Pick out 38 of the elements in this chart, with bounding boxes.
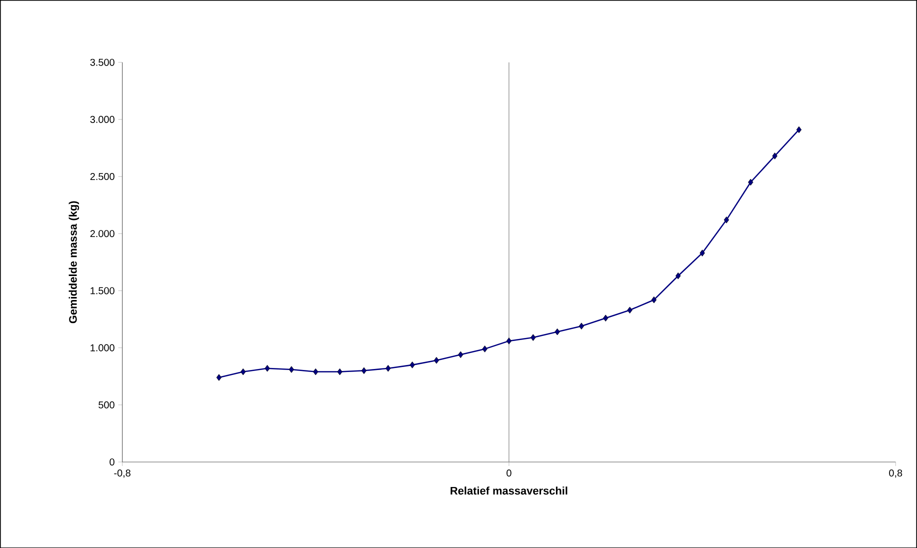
x-axis-title: Relatief massaverschil: [450, 486, 568, 494]
point: [796, 126, 802, 133]
point: [651, 296, 657, 304]
x-tick-label: 0,8: [889, 469, 902, 478]
point: [724, 216, 730, 224]
x-tick-label: 0: [506, 469, 512, 476]
point: [240, 368, 246, 376]
point: [434, 356, 440, 364]
point: [603, 314, 608, 322]
point: [216, 374, 222, 381]
point: [578, 322, 584, 330]
point: [264, 364, 270, 372]
point: [386, 364, 391, 372]
y-tick-label: 2.000: [90, 230, 114, 237]
y-tick-label: 3.500: [90, 58, 114, 66]
point: [337, 368, 342, 376]
y-tick-label: 1.500: [90, 287, 114, 294]
point: [554, 328, 560, 336]
point: [506, 337, 512, 344]
point: [313, 368, 318, 376]
point: [410, 361, 415, 368]
point: [482, 345, 488, 352]
y-tick-label: 1.000: [90, 344, 114, 352]
y-tick-label: 500: [98, 401, 114, 408]
point: [700, 249, 705, 256]
point: [530, 334, 536, 341]
point: [748, 178, 754, 186]
point: [772, 152, 778, 160]
point: [676, 272, 681, 280]
point: [627, 306, 632, 314]
point: [458, 351, 464, 358]
y-tick-label: 2.500: [90, 172, 114, 180]
point: [288, 366, 294, 373]
y-axis-title: Gemiddelde massa (kg): [68, 201, 80, 324]
y-tick-label: 0: [110, 458, 114, 466]
point: [361, 367, 367, 374]
x-tick-label: -0,8: [114, 469, 130, 478]
y-tick-label: 3.000: [90, 116, 114, 123]
